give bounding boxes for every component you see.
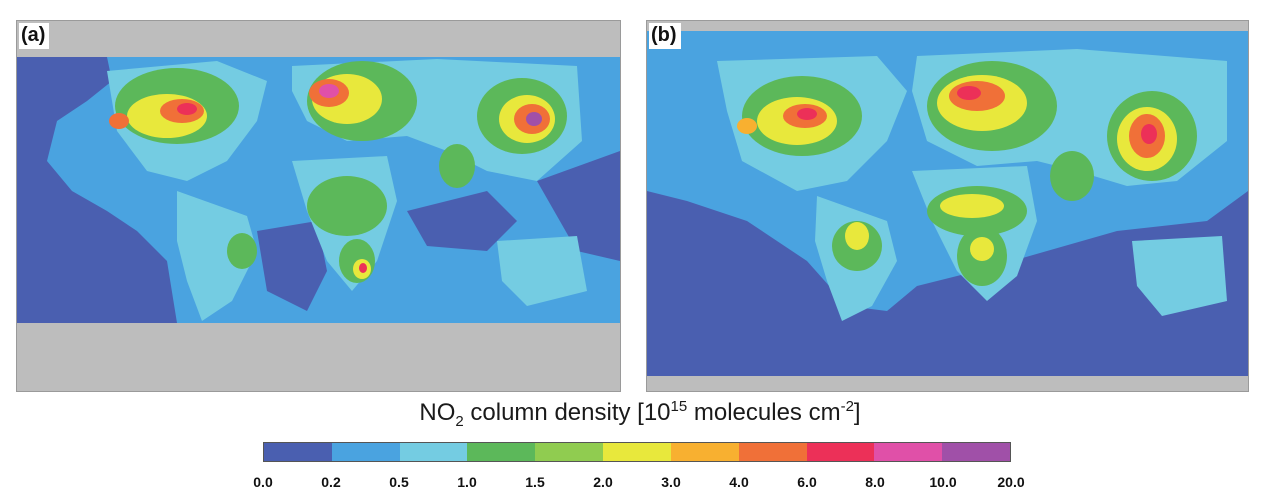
colorbar [263,442,1011,462]
colorbar-segment [738,443,807,461]
colorbar-tick-label: 2.0 [593,474,613,490]
map-panel-b: (b) [646,20,1249,392]
colorbar-tick-label: 1.0 [457,474,477,490]
colorbar-segment [331,443,400,461]
colorbar-segment [942,443,1010,461]
colorbar-segment [603,443,671,461]
colorbar-tick-label: 3.0 [661,474,681,490]
colorbar-title-mid2: molecules cm [687,399,841,426]
map-panel-a: (a) [16,20,621,392]
colorbar-segment [874,443,943,461]
colorbar-segment [264,443,332,461]
colorbar-segment [806,443,875,461]
no2-map-b [647,21,1248,391]
south-atlantic-low [257,221,327,311]
no2-map-a [17,21,620,391]
colorbar-title-sup1: 15 [670,398,688,415]
panel-label-b: (b) [649,23,681,49]
colorbar-tick-label: 1.5 [525,474,545,490]
colorbar-title-suffix: ] [853,399,861,426]
colorbar-tick-label: 4.0 [729,474,749,490]
colorbar-title-sup2: -2 [840,398,854,415]
colorbar-title-mid: column density [10 [463,399,671,426]
colorbar-tick-label: 6.0 [797,474,817,490]
colorbar-ticks: 0.0 0.2 0.5 1.0 1.5 2.0 3.0 4.0 6.0 8.0 10.0 20.0 [253,474,1024,494]
colorbar-segment [467,443,536,461]
colorbar-tick-label: 0.0 [253,474,273,490]
colorbar-tick-label: 8.0 [865,474,885,490]
colorbar-tick-label: 0.2 [321,474,341,490]
indian-ocean-low [407,191,517,251]
colorbar-title-sub: 2 [455,412,464,430]
colorbar-segment [535,443,604,461]
east-pacific-low [537,151,620,261]
colorbar-tick-label: 10.0 [929,474,957,490]
colorbar-segment [399,443,468,461]
colorbar-tick-label: 0.5 [389,474,409,490]
colorbar-tick-label: 20.0 [997,474,1025,490]
hotspots [109,79,550,273]
colorbar-title-prefix: NO [419,399,456,426]
colorbar-segment [670,443,739,461]
pacific-ocean-low [17,57,177,323]
hotspots [737,81,1165,158]
panel-label-a: (a) [19,23,50,49]
colorbar-title: NO2 column density [1015 molecules cm-2] [0,398,1280,430]
